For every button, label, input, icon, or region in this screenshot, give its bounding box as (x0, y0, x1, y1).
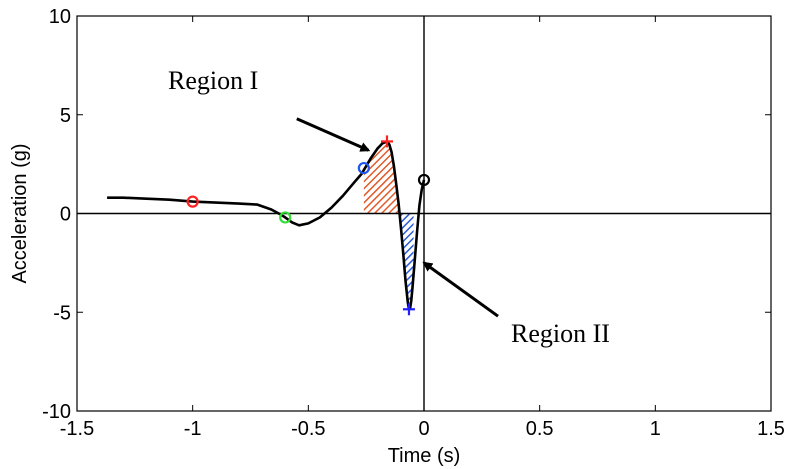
x-axis-label: Time (s) (388, 445, 461, 467)
plus-marker (402, 303, 415, 316)
y-tick-label: 10 (49, 6, 71, 28)
x-tick-label: 1 (650, 418, 661, 440)
acceleration-series-line (107, 140, 426, 311)
y-tick-label: 0 (60, 204, 71, 226)
y-axis-label: Acceleration (g) (9, 143, 31, 283)
x-tick-label: 0.5 (526, 418, 554, 440)
y-tick-label: 5 (60, 105, 71, 127)
region-i-shading (363, 141, 400, 216)
region-i-label: Region I (168, 66, 258, 95)
y-tick-label: -10 (42, 401, 71, 423)
x-tick-label: -1 (184, 418, 202, 440)
x-tick-label: 1.5 (757, 418, 785, 440)
circle-marker (417, 173, 431, 187)
region-i-arrow (296, 117, 371, 152)
x-tick-label: -0.5 (291, 418, 325, 440)
region-ii-shading (399, 213, 414, 310)
region-ii-arrow (422, 261, 499, 318)
x-tick-label: 0 (418, 418, 429, 440)
circle-marker (186, 195, 199, 208)
region-ii-label: Region II (511, 319, 610, 348)
x-tick-label: -1.5 (60, 418, 94, 440)
circle-marker (357, 161, 370, 175)
plus-marker (380, 135, 393, 148)
circle-marker (279, 211, 292, 224)
y-tick-label: -5 (53, 302, 71, 324)
